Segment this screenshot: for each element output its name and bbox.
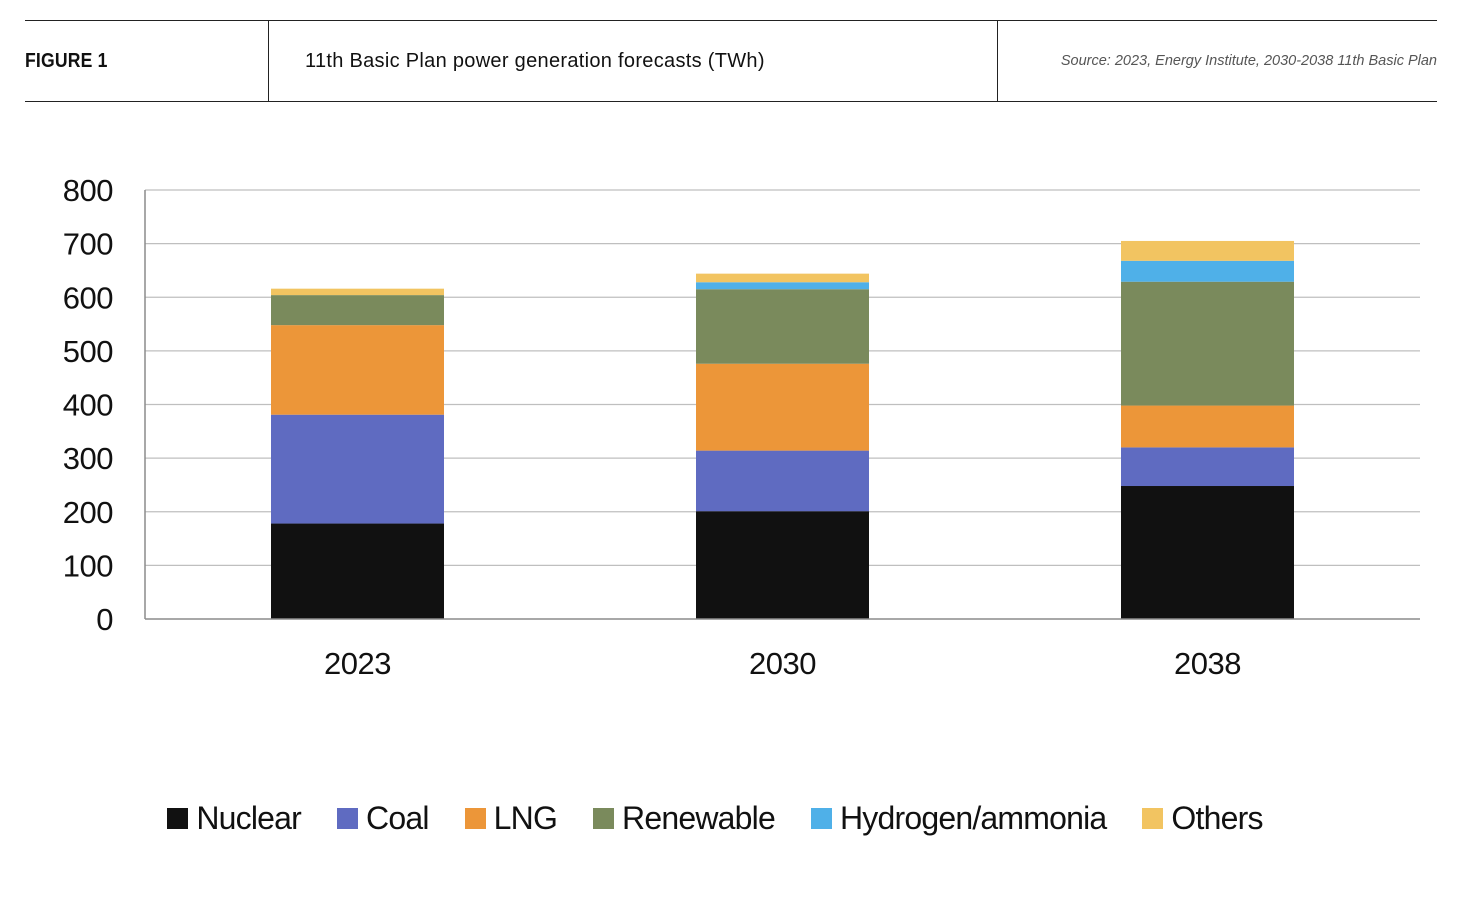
legend-label: Hydrogen/ammonia [839,800,1107,836]
y-tick-label: 100 [63,548,113,583]
bar-2023-others [271,288,444,296]
bar-2038-coal [1121,447,1294,487]
legend-label: Nuclear [196,800,302,836]
bar-2038-hydrogen-ammonia [1121,260,1294,282]
legend-label: Coal [366,800,429,836]
bar-2038-nuclear [1121,486,1294,619]
stacked-bar-chart: 0 100 200 300 400 500 600 700 800 2023 2030 2038 [63,173,1420,681]
bar-2038-lng [1121,405,1294,448]
bar-2030-others [696,273,869,283]
axes: 0 100 200 300 400 500 600 700 800 2023 2030 2038 [63,173,1420,681]
legend-swatch [464,808,486,829]
legend-item-nuclear: Nuclear [167,800,302,837]
bar-2023-nuclear [271,523,444,619]
y-tick-label: 400 [63,388,113,423]
figure-source: Source: 2023, Energy Institute, 2030-203… [1060,53,1437,69]
legend-label: Others [1171,800,1263,836]
y-tick-label: 700 [63,227,113,262]
y-tick-label: 200 [63,495,113,530]
bars [271,240,1294,619]
legend-label: Renewable [622,800,776,836]
y-tick-label: 300 [63,441,113,476]
y-tick-label: 0 [96,602,113,637]
bar-2030-coal [696,450,869,512]
bar-2030-hydrogen-ammonia [696,282,869,290]
bar-2023-renewable [271,295,444,326]
bar-2038-renewable [1121,281,1294,406]
legend-swatch [337,808,359,829]
x-tick-label: 2038 [1174,646,1241,681]
legend-item-lng: LNG [464,800,558,837]
legend-swatch [810,808,832,829]
chart-legend: Nuclear Coal LNG Renewable Hydrogen/ammonia O… [0,800,1430,837]
bar-2023-coal [271,414,444,524]
y-tick-label: 600 [63,280,113,315]
legend-item-others: Others [1142,800,1263,837]
legend-item-hydrogen-ammonia: Hydrogen/ammonia [810,800,1107,837]
legend-label: LNG [493,800,558,836]
header-divider-right [997,21,998,101]
x-tick-label: 2023 [324,646,391,681]
legend-item-renewable: Renewable [593,800,776,837]
bar-2030-lng [696,363,869,451]
figure-title: 11th Basic Plan power generation forecas… [305,49,765,72]
legend-item-coal: Coal [337,800,429,837]
bar-2038-others [1121,240,1294,261]
y-tick-label: 500 [63,334,113,369]
figure-label: FIGURE 1 [25,49,108,72]
bar-2030-nuclear [696,511,869,619]
bar-2030-renewable [696,289,869,364]
figure-header: FIGURE 1 11th Basic Plan power generatio… [25,20,1437,102]
header-divider-left [268,21,269,101]
legend-swatch [167,808,189,829]
bar-2023-lng [271,325,444,415]
x-tick-label: 2030 [749,646,816,681]
legend-swatch [1142,808,1164,829]
y-tick-label: 800 [63,173,113,208]
legend-swatch [593,808,615,829]
